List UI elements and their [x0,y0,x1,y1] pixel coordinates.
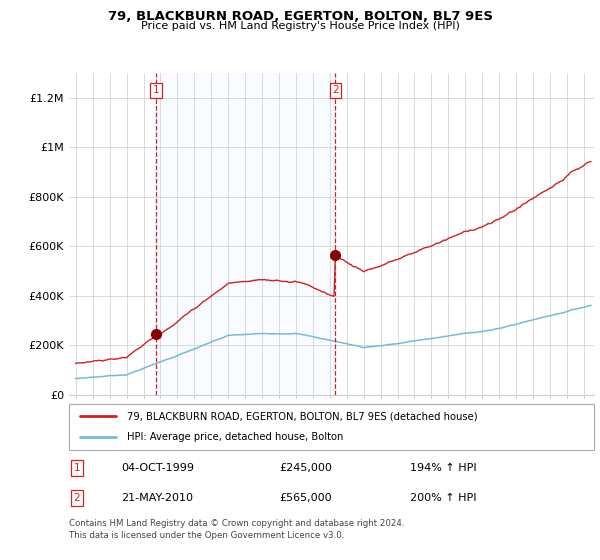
FancyBboxPatch shape [69,404,594,450]
Text: 2: 2 [332,85,339,95]
Text: 79, BLACKBURN ROAD, EGERTON, BOLTON, BL7 9ES: 79, BLACKBURN ROAD, EGERTON, BOLTON, BL7… [107,10,493,22]
Text: 200% ↑ HPI: 200% ↑ HPI [410,493,477,503]
Text: £245,000: £245,000 [279,463,332,473]
Bar [156,73,335,395]
Text: 194% ↑ HPI: 194% ↑ HPI [410,463,477,473]
Text: 1: 1 [153,85,160,95]
Text: Price paid vs. HM Land Registry's House Price Index (HPI): Price paid vs. HM Land Registry's House … [140,21,460,31]
Text: £565,000: £565,000 [279,493,332,503]
Text: HPI: Average price, detached house, Bolton: HPI: Average price, detached house, Bolt… [127,432,343,442]
Text: 2: 2 [74,493,80,503]
Text: 21-MAY-2010: 21-MAY-2010 [121,493,193,503]
Text: 79, BLACKBURN ROAD, EGERTON, BOLTON, BL7 9ES (detached house): 79, BLACKBURN ROAD, EGERTON, BOLTON, BL7… [127,411,478,421]
Text: 04-OCT-1999: 04-OCT-1999 [121,463,194,473]
Text: Contains HM Land Registry data © Crown copyright and database right 2024.
This d: Contains HM Land Registry data © Crown c… [69,519,404,540]
Text: 1: 1 [74,463,80,473]
